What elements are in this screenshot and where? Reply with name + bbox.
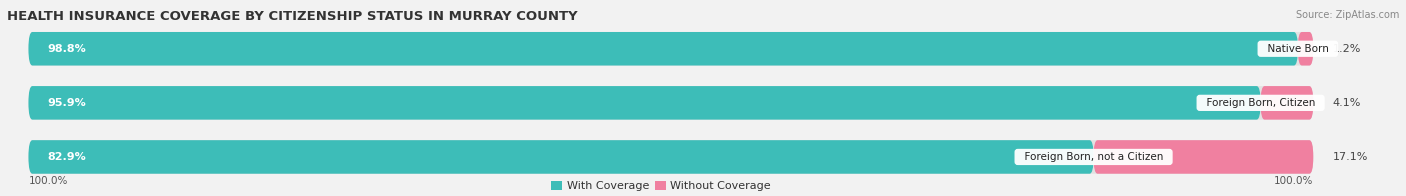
Text: HEALTH INSURANCE COVERAGE BY CITIZENSHIP STATUS IN MURRAY COUNTY: HEALTH INSURANCE COVERAGE BY CITIZENSHIP… (7, 10, 578, 23)
Legend: With Coverage, Without Coverage: With Coverage, Without Coverage (547, 177, 775, 196)
FancyBboxPatch shape (28, 32, 1298, 65)
Text: Native Born: Native Born (1261, 44, 1336, 54)
FancyBboxPatch shape (1261, 86, 1313, 120)
Text: 100.0%: 100.0% (1274, 176, 1313, 186)
FancyBboxPatch shape (1298, 32, 1313, 65)
Text: 82.9%: 82.9% (48, 152, 87, 162)
Text: 95.9%: 95.9% (48, 98, 87, 108)
Text: Foreign Born, not a Citizen: Foreign Born, not a Citizen (1018, 152, 1170, 162)
FancyBboxPatch shape (28, 86, 1261, 120)
FancyBboxPatch shape (28, 32, 1313, 65)
FancyBboxPatch shape (28, 140, 1094, 174)
Text: Source: ZipAtlas.com: Source: ZipAtlas.com (1295, 10, 1399, 20)
Text: 98.8%: 98.8% (48, 44, 87, 54)
FancyBboxPatch shape (28, 86, 1313, 120)
Text: 1.2%: 1.2% (1333, 44, 1361, 54)
FancyBboxPatch shape (28, 140, 1313, 174)
FancyBboxPatch shape (1094, 140, 1313, 174)
Text: Foreign Born, Citizen: Foreign Born, Citizen (1199, 98, 1322, 108)
Text: 100.0%: 100.0% (28, 176, 67, 186)
Text: 17.1%: 17.1% (1333, 152, 1368, 162)
Text: 4.1%: 4.1% (1333, 98, 1361, 108)
